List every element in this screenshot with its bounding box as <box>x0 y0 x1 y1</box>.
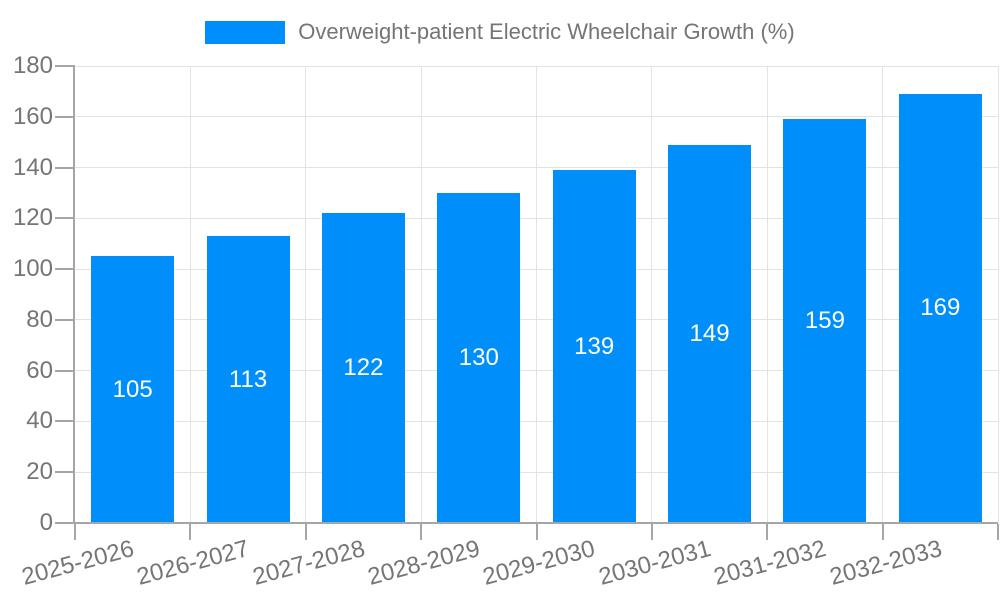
y-axis-tick-label: 0 <box>39 509 53 536</box>
x-axis-tick <box>766 524 769 540</box>
grid-line-vertical <box>536 66 537 523</box>
y-axis-tick <box>55 369 75 372</box>
y-axis-tick <box>55 522 75 524</box>
x-axis-label: 2025-2026 <box>18 535 137 591</box>
y-axis-tick-label: 40 <box>26 407 53 435</box>
bar-value-label: 105 <box>112 375 153 403</box>
bar[interactable] <box>437 192 521 523</box>
y-axis-tick <box>55 420 75 423</box>
bar-value-label: 139 <box>574 332 615 360</box>
x-axis-label: 2026-2027 <box>134 535 253 591</box>
x-axis-label: 2032-2033 <box>826 535 945 591</box>
grid-line-vertical <box>997 66 999 523</box>
bar[interactable] <box>91 256 175 523</box>
bar-value-label: 169 <box>920 294 961 322</box>
x-axis-tick <box>535 524 538 540</box>
grid-line-vertical <box>189 66 191 523</box>
x-axis-tick <box>189 524 192 540</box>
bar-value-label: 159 <box>804 307 845 335</box>
legend-swatch <box>205 20 286 44</box>
y-axis-tick <box>55 115 75 118</box>
bar-value-label: 149 <box>689 319 730 347</box>
x-axis-label: 2031-2032 <box>711 535 829 591</box>
bar-value-label: 122 <box>343 354 384 382</box>
x-axis-tick <box>881 524 884 540</box>
bar[interactable] <box>783 119 867 523</box>
y-axis-tick <box>55 268 75 271</box>
x-axis-label: 2027-2028 <box>249 535 368 591</box>
y-axis-tick-label: 20 <box>26 458 53 486</box>
bar[interactable] <box>898 93 982 523</box>
y-axis-tick-label: 120 <box>12 204 53 232</box>
x-axis-tick <box>650 524 653 540</box>
y-axis-tick <box>55 318 75 321</box>
grid-line-vertical <box>766 66 768 523</box>
x-axis-tick <box>420 524 423 540</box>
plot-area: 105 113 122 130 139 149 159 169 <box>75 65 999 523</box>
y-axis-tick <box>55 471 75 474</box>
x-axis-tick <box>304 524 307 540</box>
y-axis-tick-label: 80 <box>26 305 53 333</box>
bar[interactable] <box>206 236 290 523</box>
bar-value-label: 130 <box>458 343 499 371</box>
bar[interactable] <box>552 170 636 523</box>
grid-line-vertical <box>420 66 422 523</box>
grid-line-vertical <box>882 66 884 523</box>
x-axis-tick <box>997 524 999 540</box>
bar[interactable] <box>321 213 405 523</box>
grid-line-vertical <box>305 66 307 523</box>
legend-label: Overweight-patient Electric Wheelchair G… <box>298 19 795 44</box>
y-axis-tick-label: 60 <box>26 356 53 384</box>
x-axis-line <box>73 522 998 524</box>
y-axis-tick-label: 100 <box>12 255 53 283</box>
bar[interactable] <box>668 144 752 523</box>
x-axis-label: 2028-2029 <box>364 535 483 591</box>
y-axis-line <box>73 66 75 523</box>
y-axis-tick <box>55 166 75 169</box>
y-axis-tick <box>55 65 75 67</box>
bar-value-label: 113 <box>228 365 268 393</box>
grid-line-vertical <box>651 66 653 523</box>
x-axis-label: 2030-2031 <box>595 535 714 591</box>
y-axis-tick-label: 180 <box>12 52 53 79</box>
y-axis-tick-label: 160 <box>12 102 53 130</box>
x-axis-label: 2029-2030 <box>480 535 599 591</box>
x-axis-tick <box>74 524 76 540</box>
legend[interactable]: Overweight-patient Electric Wheelchair G… <box>0 19 1000 45</box>
y-axis-tick-label: 140 <box>12 153 53 181</box>
y-axis-tick <box>55 217 75 220</box>
